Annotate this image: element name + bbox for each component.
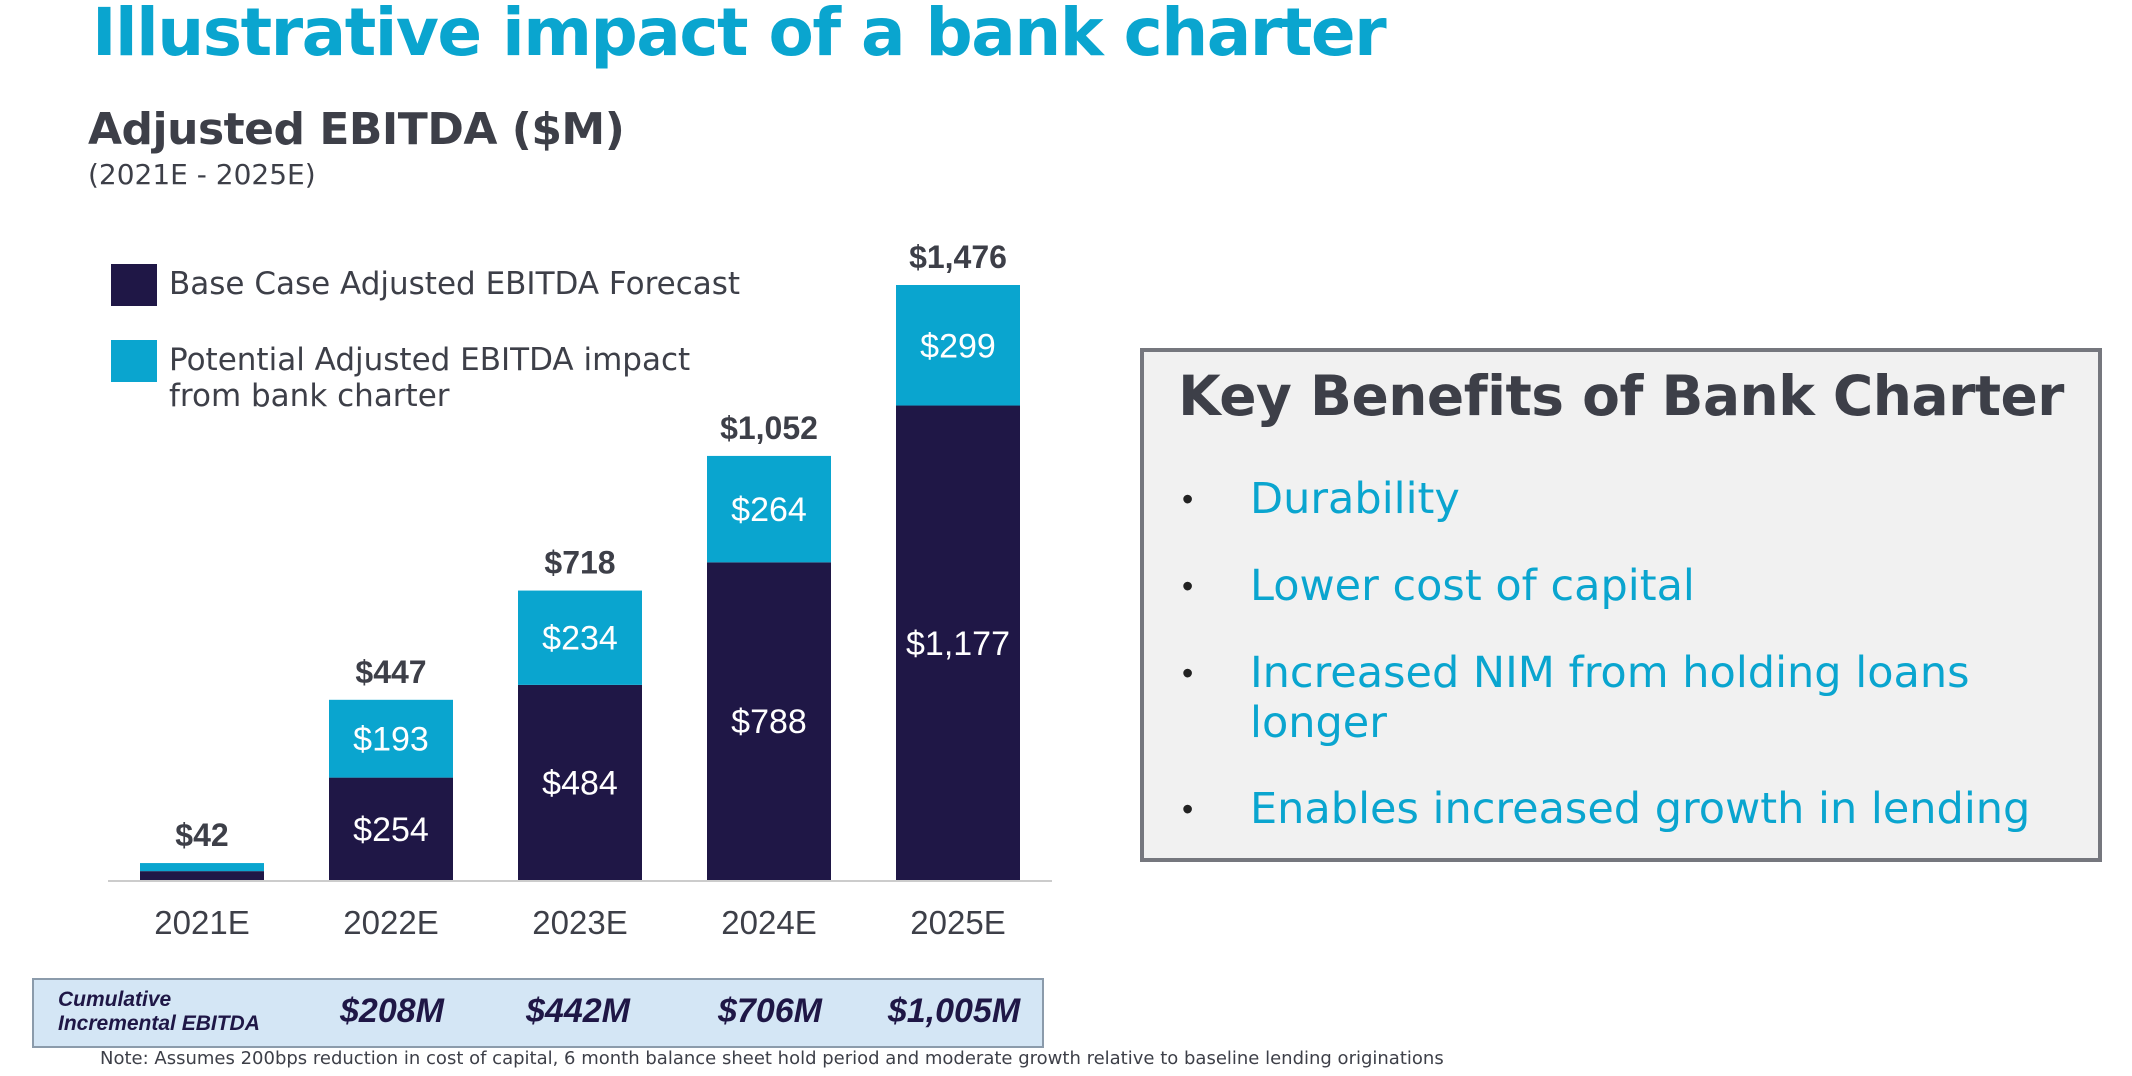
benefit-text: Lower cost of capital — [1250, 561, 1695, 611]
benefit-item: • Enables increased growth in lending — [1176, 784, 2050, 834]
bullet-icon: • — [1182, 568, 1194, 604]
legend-swatch-base — [111, 264, 157, 306]
benefit-item: • Durability — [1176, 474, 2050, 524]
data-label-impact-2024E: $264 — [731, 491, 807, 529]
bar-impact-2025E — [896, 285, 1020, 406]
legend-label-impact-line2: from bank charter — [169, 378, 450, 414]
legend-label-base: Base Case Adjusted EBITDA Forecast — [169, 266, 741, 302]
total-label-2022E: $447 — [355, 654, 426, 690]
cumulative-value-2025: $1,005M — [887, 992, 1021, 1030]
benefit-text: Enables increased growth in lending — [1250, 784, 2031, 834]
bar-base-2024E — [707, 562, 831, 880]
bar-base-2021E — [140, 871, 264, 880]
legend-label-impact-line1: Potential Adjusted EBITDA impact — [169, 342, 691, 378]
cumulative-label-line1: Cumulative — [58, 988, 172, 1011]
legend-label-impact: Potential Adjusted EBITDA impact from ba… — [169, 342, 690, 414]
tick-label-2022E: 2022E — [343, 904, 438, 941]
benefit-item: • Lower cost of capital — [1176, 561, 2050, 611]
data-label-base-2022E: $254 — [353, 811, 429, 849]
cumulative-value-2022: $208M — [340, 992, 444, 1030]
bar-impact-2023E — [518, 590, 642, 685]
data-label-impact-2025E: $299 — [920, 327, 996, 365]
bullet-icon: • — [1182, 481, 1194, 517]
bar-impact-2024E — [707, 455, 831, 563]
bar-base-2025E — [896, 405, 1020, 880]
chart-title: Adjusted EBITDA ($M) — [88, 104, 625, 155]
cumulative-label: Cumulative Incremental EBITDA — [58, 988, 260, 1036]
bar-base-2023E — [518, 684, 642, 880]
total-label-2021E: $42 — [175, 817, 228, 853]
total-label-2024E: $1,052 — [720, 410, 818, 446]
total-label-2025E: $1,476 — [909, 239, 1007, 275]
total-label-2023E: $718 — [544, 545, 615, 581]
legend-item-base: Base Case Adjusted EBITDA Forecast — [111, 264, 740, 306]
page-title: Illustrative impact of a bank charter — [92, 0, 1387, 71]
benefit-text: Increased NIM from holding loans longer — [1250, 648, 1970, 748]
legend-item-impact: Potential Adjusted EBITDA impact from ba… — [111, 340, 690, 414]
cumulative-value-2024: $706M — [718, 992, 822, 1030]
bar-impact-2021E — [140, 863, 264, 872]
data-label-base-2023E: $484 — [542, 764, 618, 802]
tick-label-2023E: 2023E — [532, 904, 627, 941]
data-label-base-2024E: $788 — [731, 703, 807, 741]
data-label-impact-2023E: $234 — [542, 620, 618, 658]
benefit-item: • Increased NIM from holding loans longe… — [1176, 648, 2050, 748]
cumulative-ebitda-bar: Cumulative Incremental EBITDA $208M $442… — [32, 978, 1044, 1048]
data-label-base-2025E: $1,177 — [906, 625, 1010, 663]
tick-label-2024E: 2024E — [721, 904, 816, 941]
tick-label-2021E: 2021E — [154, 904, 249, 941]
bar-impact-2022E — [329, 699, 453, 778]
data-label-impact-2022E: $193 — [353, 721, 429, 759]
chart-subtitle: (2021E - 2025E) — [88, 158, 316, 191]
legend-swatch-impact — [111, 340, 157, 382]
tick-label-2025E: 2025E — [910, 904, 1005, 941]
bullet-icon: • — [1182, 655, 1194, 691]
bar-base-2022E — [329, 777, 453, 880]
key-benefits-title: Key Benefits of Bank Charter — [1178, 364, 2064, 428]
footnote: Note: Assumes 200bps reduction in cost o… — [100, 1048, 1444, 1069]
benefit-text: Durability — [1250, 474, 1460, 524]
cumulative-label-line2: Incremental EBITDA — [58, 1012, 260, 1035]
cumulative-value-2023: $442M — [526, 992, 630, 1030]
ebitda-bar-chart: $42 2021E $254 $193 $447 2022E $484 $234 $718 202… — [108, 239, 1052, 941]
key-benefits-panel: Key Benefits of Bank Charter • Durabilit… — [1140, 348, 2102, 862]
bullet-icon: • — [1182, 791, 1194, 827]
